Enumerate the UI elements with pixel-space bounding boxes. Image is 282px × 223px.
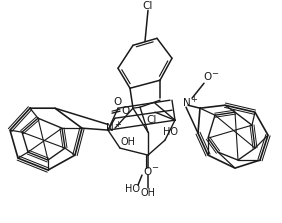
Text: HO: HO <box>162 127 177 137</box>
Text: −: − <box>151 164 158 173</box>
Text: OH: OH <box>120 137 135 147</box>
Text: Cl: Cl <box>143 1 153 11</box>
Text: N: N <box>106 123 114 133</box>
Text: O: O <box>204 72 212 82</box>
Text: +: + <box>191 95 197 104</box>
Text: N: N <box>183 98 191 108</box>
Text: HO: HO <box>125 184 140 194</box>
Text: Cl: Cl <box>147 115 157 125</box>
Text: O: O <box>122 106 130 116</box>
Text: O: O <box>114 97 122 107</box>
Text: −: − <box>212 69 219 78</box>
Text: O: O <box>144 167 152 177</box>
Text: +: + <box>114 120 122 129</box>
Text: OH: OH <box>140 188 155 198</box>
